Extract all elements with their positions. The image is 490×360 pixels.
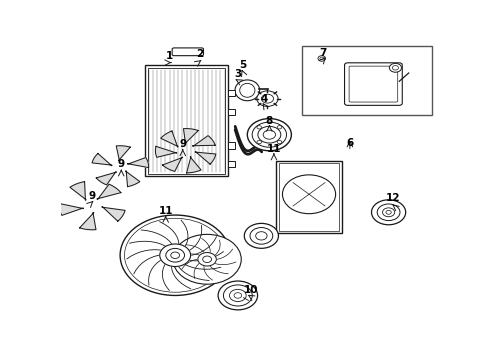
Text: 11: 11 xyxy=(158,206,173,216)
Polygon shape xyxy=(96,172,117,185)
Polygon shape xyxy=(163,157,183,171)
Text: 12: 12 xyxy=(386,193,401,203)
Polygon shape xyxy=(161,131,178,147)
Polygon shape xyxy=(187,157,201,173)
Circle shape xyxy=(198,253,216,266)
FancyBboxPatch shape xyxy=(344,63,402,105)
Text: 5: 5 xyxy=(239,60,246,70)
Circle shape xyxy=(257,91,278,107)
Polygon shape xyxy=(183,129,198,144)
Text: 10: 10 xyxy=(244,285,258,295)
Circle shape xyxy=(203,256,212,262)
Circle shape xyxy=(390,63,401,72)
Text: 6: 6 xyxy=(346,138,353,148)
Text: 4: 4 xyxy=(261,94,268,104)
Circle shape xyxy=(318,56,325,61)
Bar xyxy=(279,163,339,231)
Circle shape xyxy=(383,208,394,217)
Polygon shape xyxy=(59,203,84,215)
Circle shape xyxy=(245,223,278,248)
Polygon shape xyxy=(155,147,177,157)
Circle shape xyxy=(258,126,281,143)
Circle shape xyxy=(257,126,262,129)
Circle shape xyxy=(282,175,336,214)
Text: 8: 8 xyxy=(266,116,273,126)
Text: 9: 9 xyxy=(88,191,95,201)
Circle shape xyxy=(261,94,273,103)
Text: 7: 7 xyxy=(319,48,327,58)
Bar xyxy=(145,66,228,176)
Bar xyxy=(148,68,225,174)
Circle shape xyxy=(252,122,287,147)
Polygon shape xyxy=(92,153,112,166)
Circle shape xyxy=(277,126,282,129)
FancyBboxPatch shape xyxy=(172,48,203,56)
Circle shape xyxy=(377,204,400,221)
Polygon shape xyxy=(193,136,215,146)
Text: 9: 9 xyxy=(179,139,186,149)
Circle shape xyxy=(229,289,246,302)
Circle shape xyxy=(160,244,191,266)
Circle shape xyxy=(257,140,262,144)
Circle shape xyxy=(386,210,391,214)
Polygon shape xyxy=(195,152,216,164)
Polygon shape xyxy=(70,182,86,200)
Bar xyxy=(302,46,432,115)
Circle shape xyxy=(247,118,292,151)
Circle shape xyxy=(277,140,282,144)
Bar xyxy=(228,142,235,149)
Text: 9: 9 xyxy=(118,159,125,169)
Circle shape xyxy=(392,66,398,70)
Bar xyxy=(228,161,235,167)
Circle shape xyxy=(218,281,258,310)
Text: 3: 3 xyxy=(234,69,242,79)
Circle shape xyxy=(250,228,273,244)
Text: 2: 2 xyxy=(196,49,203,59)
Polygon shape xyxy=(127,158,148,168)
Circle shape xyxy=(320,57,324,60)
Ellipse shape xyxy=(235,80,260,101)
Circle shape xyxy=(173,234,241,284)
Polygon shape xyxy=(116,146,130,161)
Circle shape xyxy=(263,130,275,139)
Circle shape xyxy=(256,232,267,240)
Polygon shape xyxy=(79,212,96,230)
Circle shape xyxy=(120,215,230,296)
Ellipse shape xyxy=(240,84,255,97)
Polygon shape xyxy=(102,207,125,221)
Text: 11: 11 xyxy=(267,144,281,153)
Circle shape xyxy=(371,200,406,225)
Bar xyxy=(228,90,235,96)
Polygon shape xyxy=(125,171,140,186)
Circle shape xyxy=(223,285,252,306)
Circle shape xyxy=(166,248,185,262)
Circle shape xyxy=(234,293,242,298)
Polygon shape xyxy=(97,184,121,199)
Circle shape xyxy=(171,252,179,258)
Text: 1: 1 xyxy=(166,51,173,61)
Bar xyxy=(276,161,342,233)
Bar xyxy=(228,109,235,115)
